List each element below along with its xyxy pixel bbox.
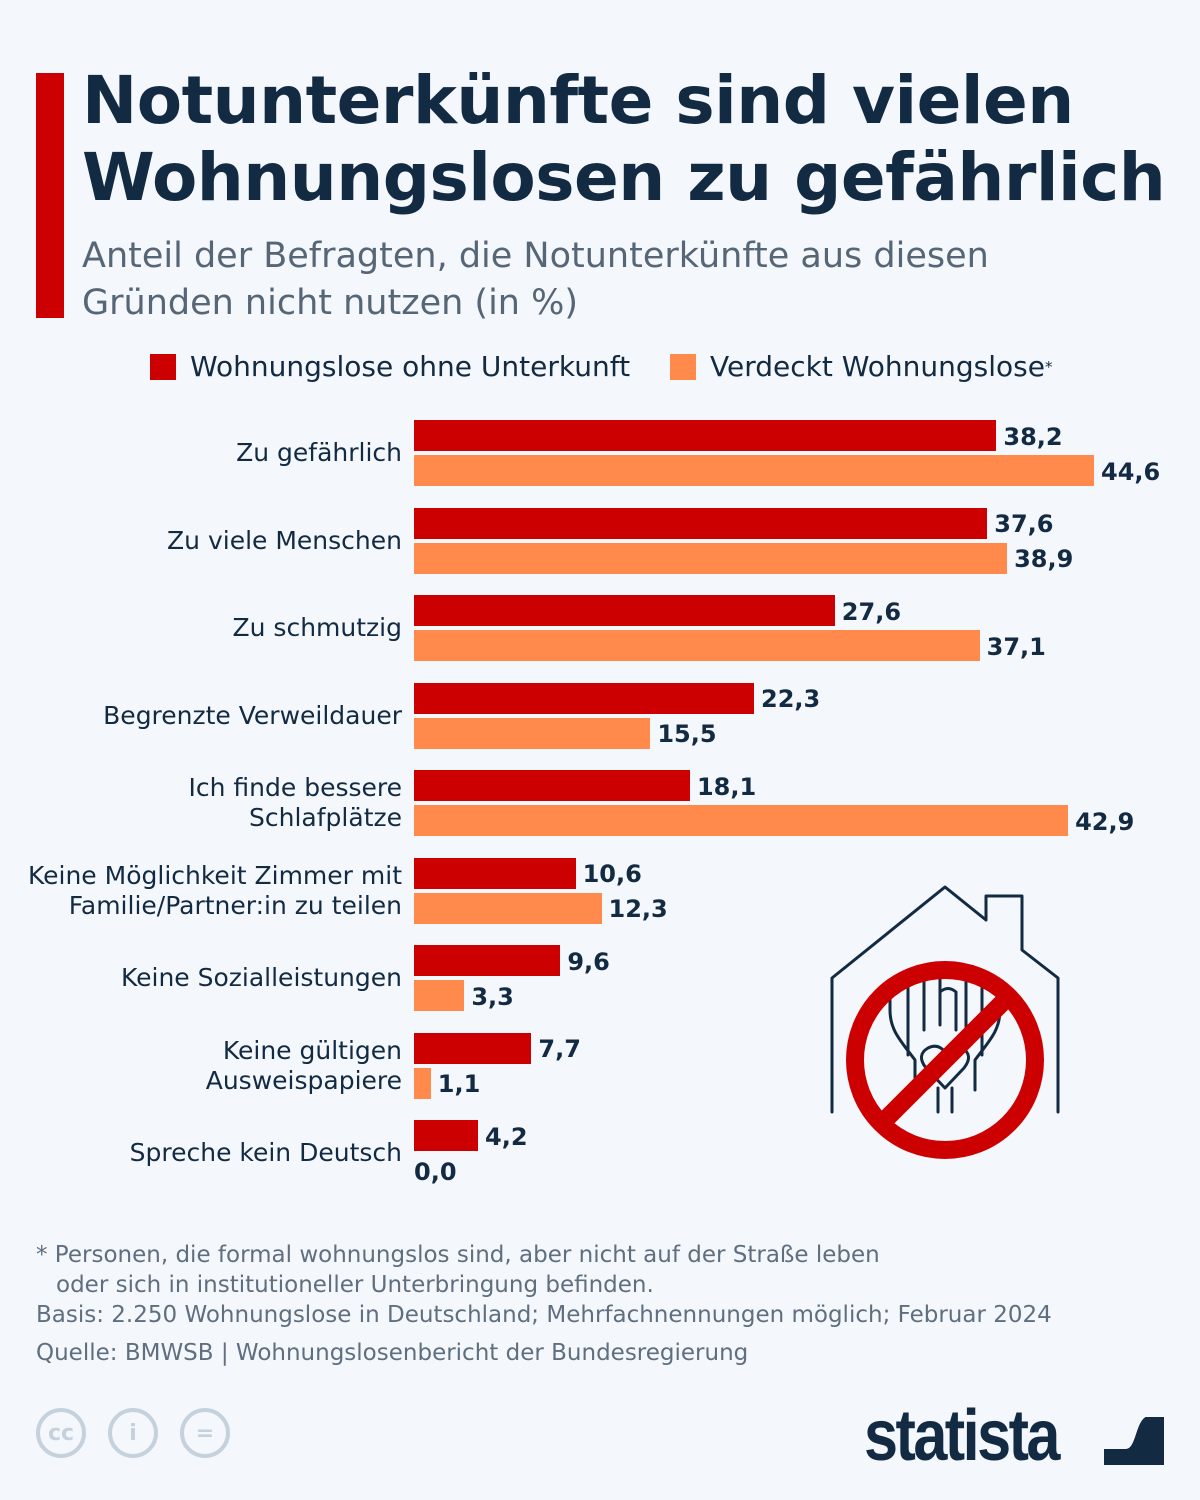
value-label: 0,0 [414, 1157, 457, 1186]
value-label: 18,1 [696, 772, 757, 801]
legend-item-verdeckt: Verdeckt Wohnungslose * [670, 350, 1052, 383]
legend-item-ohne-unterkunft: Wohnungslose ohne Unterkunft [150, 350, 630, 383]
category-label-line: Ich finde bessere [188, 773, 403, 802]
category-label-line: Begrenzte Verweildauer [103, 700, 402, 730]
category-label-line: Zu viele Menschen [167, 525, 402, 555]
page-title: Notunterkünfte sind vielen Wohnungslosen… [82, 62, 1166, 216]
bar-ohne-unterkunft [414, 595, 835, 626]
category-label: Keine Sozialleistungen [121, 963, 402, 993]
category-label-line: Schlafplätze [249, 803, 402, 832]
value-label: 37,1 [986, 632, 1046, 661]
value-label: 15,5 [657, 720, 717, 748]
value-label: 22,3 [761, 685, 821, 713]
value-label: 27,6 [841, 597, 902, 626]
category-label-line: Spreche kein Deutsch [129, 1138, 402, 1167]
no-shelter-icon [830, 885, 1060, 1159]
source-note: Quelle: BMWSB | Wohnungslosenbericht der… [36, 1340, 749, 1366]
legend-label: Verdeckt Wohnungslose [710, 350, 1045, 383]
value-label: 12,3 [608, 895, 668, 923]
bar-verdeckt [414, 1067, 431, 1099]
statista-logo-mark [1104, 1405, 1164, 1465]
value-label: 9,6 [567, 947, 610, 976]
category-label-line: Familie/Partner:in zu teilen [68, 890, 402, 920]
bar-ohne-unterkunft [414, 1032, 532, 1064]
bar-ohne-unterkunft [414, 507, 988, 539]
attribution-icon: i [108, 1408, 158, 1458]
cc-icon: cc [36, 1408, 86, 1458]
bar-verdeckt [414, 892, 602, 924]
category-label: Keine Möglichkeit Zimmer mit Familie/Part… [28, 861, 402, 921]
category-label: Zu viele Menschen [167, 526, 402, 556]
bar-verdeckt [414, 980, 465, 1011]
bar-ohne-unterkunft [414, 770, 690, 801]
category-label: Ich finde bessere Schlafplätze [189, 773, 403, 833]
legend-swatch-orange [670, 353, 696, 380]
category-label: Begrenzte Verweildauer [103, 701, 402, 731]
category-label-line: Zu gefährlich [236, 438, 402, 467]
category-label-line: Ausweispapiere [205, 1065, 402, 1095]
bar-verdeckt [414, 630, 980, 661]
bar-ohne-unterkunft [414, 857, 576, 889]
no-derivatives-icon: = [180, 1408, 230, 1458]
value-label: 10,6 [582, 860, 642, 888]
bar-verdeckt [414, 542, 1008, 574]
category-label-line: Keine Sozialleistungen [120, 963, 402, 992]
footnote: * Personen, die formal wohnungslos sind,… [36, 1242, 880, 1268]
basis-note: Basis: 2.250 Wohnungslose in Deutschland… [36, 1302, 1052, 1328]
value-label: 44,6 [1101, 457, 1161, 486]
legend-label: Wohnungslose ohne Unterkunft [190, 350, 631, 383]
bar-ohne-unterkunft [414, 1120, 479, 1151]
subtitle: Anteil der Befragten, die Notunterkünfte… [82, 236, 989, 323]
category-label: Keine gültigen Ausweispapiere [206, 1036, 402, 1096]
bar-ohne-unterkunft [414, 420, 997, 451]
legend-swatch-red [150, 353, 176, 380]
bar-verdeckt [414, 717, 651, 749]
category-label: Zu gefährlich [236, 438, 402, 468]
value-label: 7,7 [538, 1035, 581, 1063]
value-label: 38,2 [1003, 422, 1063, 451]
bar-verdeckt [414, 455, 1094, 486]
footnote-continued: oder sich in institutioneller Unterbring… [56, 1272, 654, 1298]
bar-verdeckt [414, 805, 1069, 836]
value-label: 4,2 [485, 1122, 528, 1151]
value-label: 37,6 [994, 510, 1054, 538]
value-label: 42,9 [1075, 807, 1135, 836]
category-label-line: Keine gültigen [222, 1035, 402, 1065]
title-accent-bar [36, 73, 64, 318]
category-label: Zu schmutzig [233, 613, 402, 643]
value-label: 1,1 [437, 1070, 481, 1098]
category-label: Spreche kein Deutsch [130, 1138, 402, 1168]
statista-logo: statista [864, 1396, 1060, 1476]
bar-ohne-unterkunft [414, 945, 561, 976]
bar-ohne-unterkunft [414, 682, 754, 714]
value-label: 3,3 [471, 982, 514, 1011]
legend-footnote-mark: * [1044, 357, 1053, 376]
category-label-line: Zu schmutzig [232, 613, 402, 642]
value-label: 38,9 [1014, 545, 1074, 573]
category-label-line: Keine Möglichkeit Zimmer mit [27, 860, 402, 890]
